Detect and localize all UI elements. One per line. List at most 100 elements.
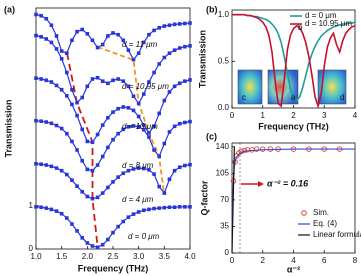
data-marker (147, 168, 151, 172)
data-marker (157, 184, 161, 189)
y-tick-label: 0 (29, 244, 34, 253)
data-marker (90, 196, 95, 201)
data-marker (131, 108, 136, 113)
data-marker (162, 55, 167, 60)
data-marker (70, 222, 74, 226)
y-tick-label: 1.0 (218, 10, 230, 19)
y-tick-label: 105 (216, 168, 230, 177)
guide-line (97, 46, 165, 194)
legend-label: Eq. (4) (313, 219, 337, 228)
data-marker (95, 75, 100, 80)
data-marker (177, 46, 182, 50)
legend-label: Linear formula (313, 230, 361, 239)
data-marker (131, 57, 136, 62)
data-marker (85, 167, 90, 172)
x-tick-label: 2.5 (107, 252, 119, 261)
data-marker (121, 127, 126, 132)
annotation: a (291, 93, 296, 102)
data-marker (106, 145, 110, 150)
x-tick-label: 4 (353, 111, 358, 120)
data-marker (80, 27, 84, 32)
y-axis-label: Transmission (3, 99, 13, 157)
data-marker (100, 191, 105, 195)
data-marker (126, 48, 131, 52)
data-marker (44, 78, 49, 83)
data-marker (142, 166, 146, 171)
data-marker (147, 207, 151, 212)
data-marker (111, 230, 115, 235)
data-marker (147, 80, 151, 84)
data-marker (70, 102, 74, 107)
data-marker (172, 168, 177, 173)
data-marker (80, 158, 84, 163)
data-marker (49, 23, 54, 28)
curve-label: d = 10.95 μm (122, 82, 169, 91)
data-marker (80, 236, 84, 240)
curve-label: d = 11 μm (122, 40, 157, 49)
panel-label: (a) (4, 4, 15, 14)
x-tick-label: 1.0 (30, 252, 42, 261)
data-marker (100, 79, 105, 83)
data-marker (121, 171, 126, 176)
data-marker (136, 210, 141, 214)
arrow-head (258, 181, 264, 187)
data-marker (183, 120, 187, 125)
data-marker (162, 24, 167, 28)
data-marker (157, 206, 161, 210)
field-inset (237, 69, 263, 105)
data-marker (152, 148, 156, 152)
data-marker (111, 78, 115, 83)
data-marker (183, 21, 187, 26)
data-marker (177, 22, 182, 26)
data-marker (95, 45, 100, 50)
series-line (35, 34, 191, 105)
data-marker (126, 124, 131, 129)
data-marker (142, 123, 146, 127)
data-marker (75, 229, 79, 233)
data-marker (172, 205, 177, 210)
data-marker (34, 161, 38, 166)
data-marker (121, 219, 126, 224)
data-marker (260, 146, 266, 152)
data-marker (111, 110, 115, 114)
x-axis-label: α⁻² (287, 264, 300, 274)
data-marker (80, 95, 84, 100)
x-tick-label: 6 (322, 256, 327, 265)
legend-marker (301, 210, 307, 216)
data-marker (100, 42, 105, 47)
data-marker (34, 205, 38, 209)
x-tick-label: 2 (291, 111, 296, 120)
data-marker (54, 83, 59, 88)
data-marker (142, 92, 146, 96)
data-marker (39, 162, 43, 167)
data-marker (90, 38, 95, 43)
data-marker (136, 114, 141, 119)
data-marker (54, 47, 59, 51)
data-marker (59, 87, 64, 92)
data-marker (131, 124, 136, 128)
data-marker (100, 154, 105, 159)
data-marker (44, 37, 49, 41)
data-marker (34, 76, 38, 80)
data-marker (126, 106, 131, 110)
data-marker (59, 49, 64, 53)
data-marker (100, 123, 105, 127)
data-marker (49, 207, 54, 212)
data-marker (147, 131, 151, 135)
x-axis-label: Frequency (THz) (78, 263, 149, 273)
data-marker (70, 139, 74, 144)
x-tick-label: 2 (261, 256, 266, 265)
data-marker (126, 84, 131, 89)
x-tick-label: 1.5 (56, 252, 68, 261)
data-marker (39, 205, 43, 210)
data-marker (59, 211, 64, 216)
data-marker (147, 32, 151, 37)
data-marker (188, 21, 192, 25)
data-marker (157, 62, 161, 66)
data-marker (162, 141, 167, 146)
data-marker (44, 120, 49, 124)
data-marker (177, 121, 182, 126)
data-marker (152, 206, 156, 211)
data-marker (131, 94, 136, 99)
